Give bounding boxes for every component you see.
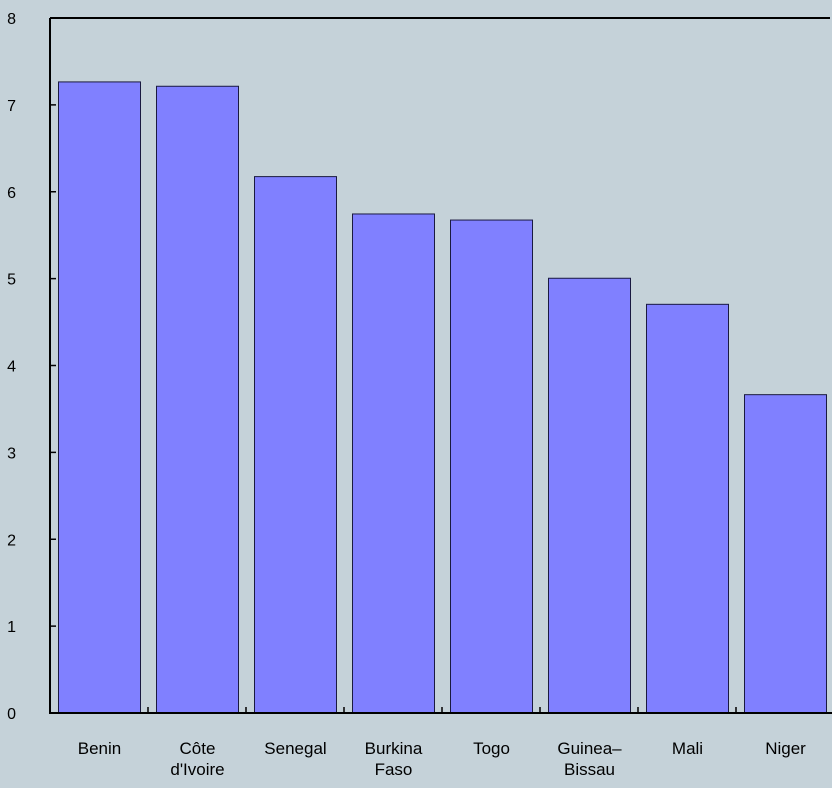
bars-group <box>58 81 827 715</box>
y-tick-label-6: 6 <box>7 185 16 202</box>
bar-3 <box>352 213 435 714</box>
x-tick-label-line: Mali <box>672 739 703 758</box>
x-tick-label-line: Senegal <box>264 739 326 758</box>
y-tick-label-7: 7 <box>7 98 16 115</box>
y-tick-label-2: 2 <box>7 532 16 549</box>
x-tick-label-line: Niger <box>765 739 806 758</box>
x-tick-labels: Benin Côte d'Ivoire Senegal Burkina Faso Togo G… <box>78 739 806 779</box>
x-tick-label-5: Guinea– Bissau <box>557 739 622 779</box>
x-tick-label-line: Togo <box>473 739 510 758</box>
bar-1 <box>156 85 239 714</box>
y-tick-label-5: 5 <box>7 272 16 289</box>
x-tick-label-6: Mali <box>672 739 703 758</box>
bar-0 <box>58 81 141 714</box>
x-tick-label-line: Guinea– <box>557 739 622 758</box>
x-tick-label-line: Côte <box>180 739 216 758</box>
x-tick-label-line: d'Ivoire <box>170 760 224 779</box>
axes-group <box>49 17 832 714</box>
y-tick-label-8: 8 <box>7 11 16 28</box>
x-tick-label-1: Côte d'Ivoire <box>170 739 224 779</box>
x-tick-label-line: Burkina <box>365 739 423 758</box>
x-tick-label-line: Faso <box>375 760 413 779</box>
x-tick-label-0: Benin <box>78 739 121 758</box>
x-tick-label-line: Benin <box>78 739 121 758</box>
y-tick-label-3: 3 <box>7 445 16 462</box>
x-tick-label-line: Bissau <box>564 760 615 779</box>
y-tick-labels: 0 1 2 3 4 5 6 7 8 <box>7 11 16 723</box>
bar-4 <box>450 219 533 715</box>
y-tick-label-1: 1 <box>7 619 16 636</box>
bar-6 <box>646 303 729 714</box>
y-tick-label-0: 0 <box>7 706 16 723</box>
bar-7 <box>744 394 827 714</box>
bar-5 <box>548 277 631 714</box>
x-tick-label-7: Niger <box>765 739 806 758</box>
y-tick-label-4: 4 <box>7 359 16 376</box>
x-tick-label-2: Senegal <box>264 739 326 758</box>
x-tick-label-4: Togo <box>473 739 510 758</box>
bar-2 <box>254 176 337 715</box>
x-tick-label-3: Burkina Faso <box>365 739 423 779</box>
